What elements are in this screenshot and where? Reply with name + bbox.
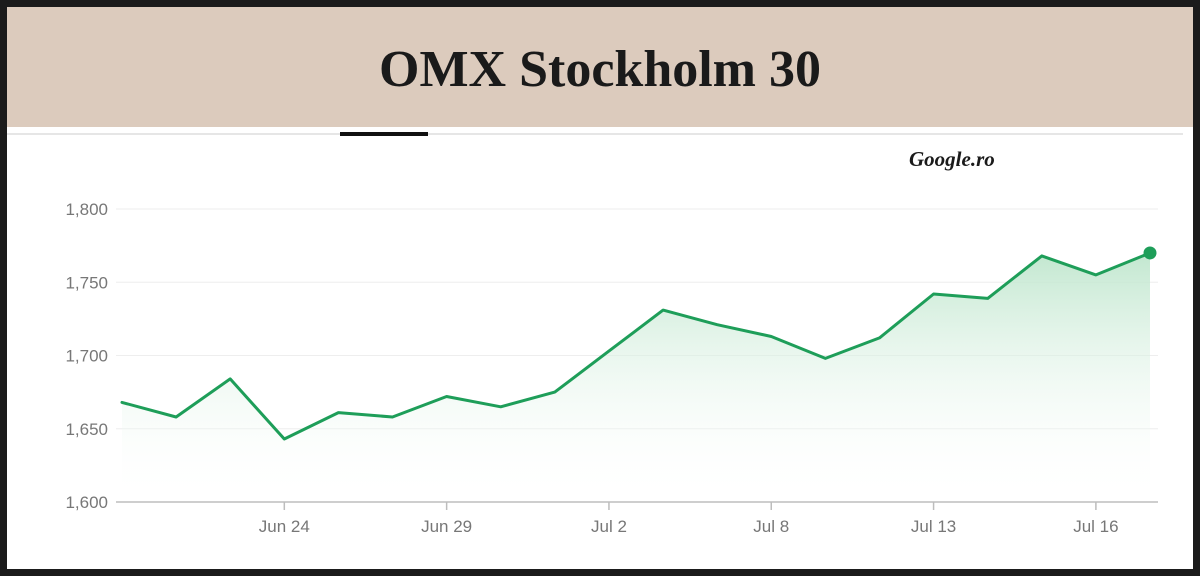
y-tick-label: 1,650 bbox=[65, 420, 108, 439]
last-point-marker bbox=[1143, 246, 1157, 260]
data-point bbox=[445, 395, 449, 399]
data-point bbox=[986, 296, 990, 300]
x-tick-label: Jul 8 bbox=[753, 517, 789, 536]
data-point bbox=[228, 377, 232, 381]
data-point bbox=[1094, 273, 1098, 277]
data-point bbox=[607, 349, 611, 353]
axes: 1,600 1,650 1,700 1,750 1,800 Jun 24 Jun 29 Jul… bbox=[65, 200, 1158, 536]
selected-tab-indicator bbox=[340, 132, 428, 136]
series-line bbox=[120, 251, 1152, 441]
x-tick-label: Jun 29 bbox=[421, 517, 472, 536]
data-point bbox=[661, 308, 665, 312]
data-point bbox=[715, 323, 719, 327]
x-tick-label: Jul 2 bbox=[591, 517, 627, 536]
area-fill bbox=[122, 253, 1150, 502]
data-point bbox=[391, 415, 395, 419]
title-banner: OMX Stockholm 30 bbox=[7, 7, 1193, 127]
y-tick-label: 1,600 bbox=[65, 493, 108, 512]
data-point bbox=[1040, 254, 1044, 258]
y-tick-label: 1,700 bbox=[65, 347, 108, 366]
data-point bbox=[120, 400, 124, 404]
x-tick-label: Jun 24 bbox=[259, 517, 310, 536]
data-point bbox=[823, 356, 827, 360]
chart-title: OMX Stockholm 30 bbox=[379, 40, 821, 98]
tab-rule bbox=[7, 133, 1183, 135]
x-tick-label: Jul 13 bbox=[911, 517, 956, 536]
data-point bbox=[282, 437, 286, 441]
data-point bbox=[932, 292, 936, 296]
data-point bbox=[769, 334, 773, 338]
data-point bbox=[174, 415, 178, 419]
area-fill-group bbox=[122, 253, 1150, 502]
y-tick-label: 1,750 bbox=[65, 273, 108, 292]
source-label: Google.ro bbox=[909, 147, 995, 171]
data-point bbox=[499, 405, 503, 409]
y-tick-label: 1,800 bbox=[65, 200, 108, 219]
x-tick-label: Jul 16 bbox=[1073, 517, 1118, 536]
data-point bbox=[877, 336, 881, 340]
data-point bbox=[553, 390, 557, 394]
data-point bbox=[336, 411, 340, 415]
series-line-group bbox=[120, 246, 1157, 441]
